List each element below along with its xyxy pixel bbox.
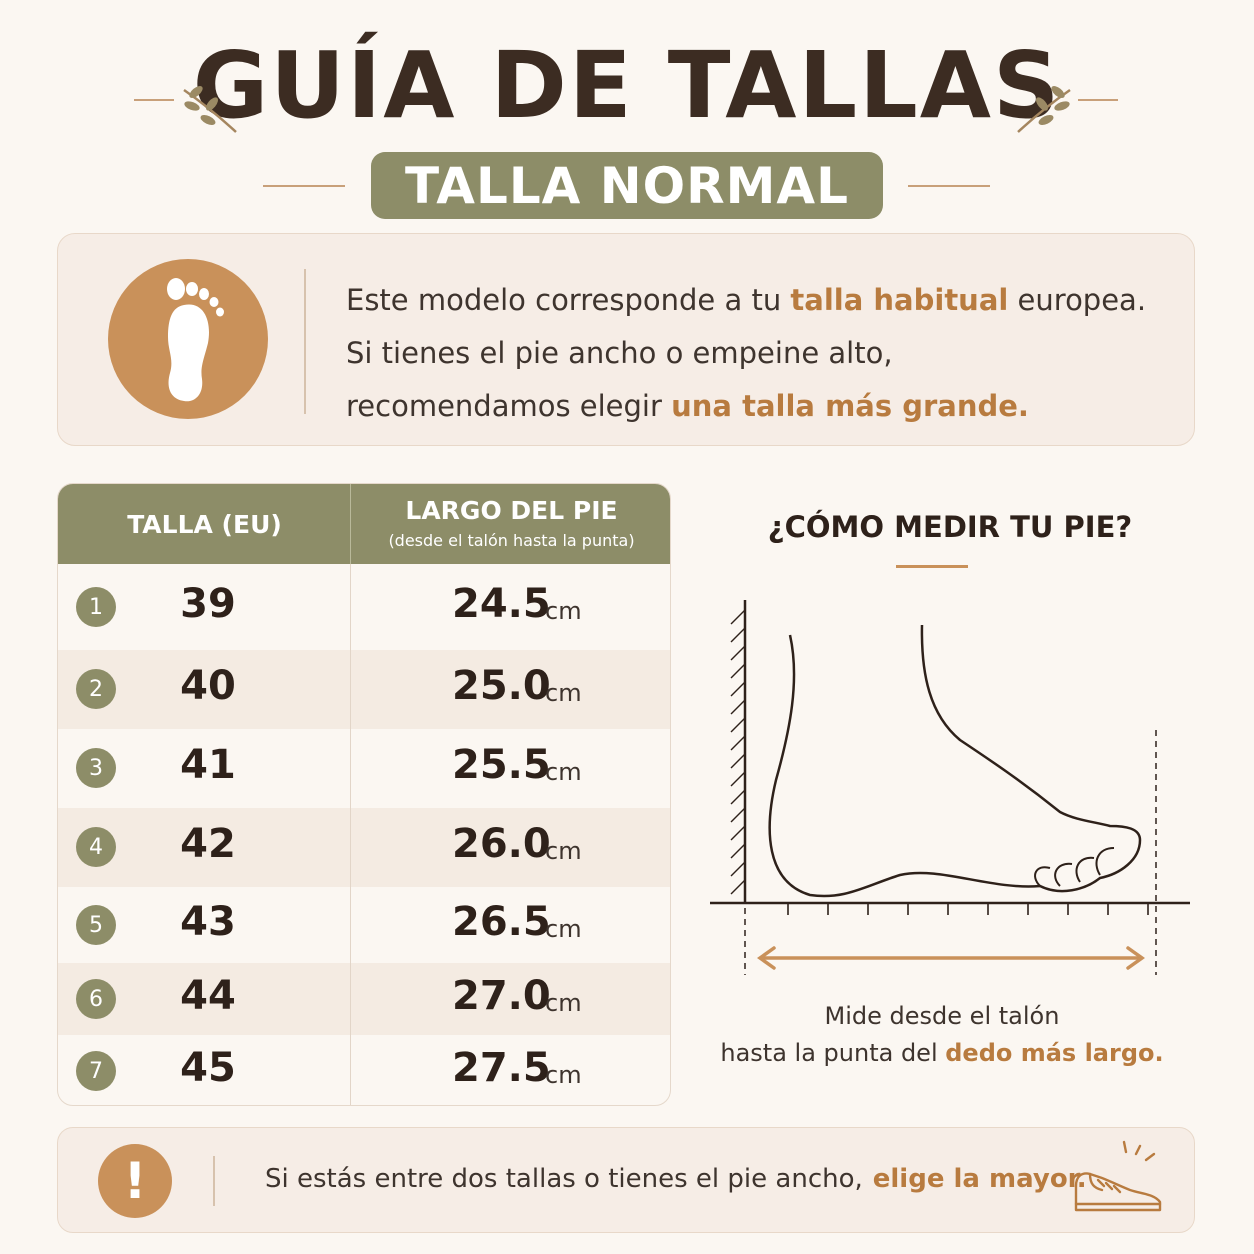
foot-outline-icon xyxy=(768,624,1142,898)
table-row: 5 43 26.5 cm xyxy=(58,887,670,963)
column-divider xyxy=(350,564,351,1105)
intro-box: Este modelo corresponde a tu talla habit… xyxy=(57,233,1195,446)
table-row: 1 39 24.5 cm xyxy=(58,564,670,650)
intro-highlight-habitual: talla habitual xyxy=(790,283,1009,317)
intro-line-3-start: recomendamos elegir xyxy=(346,389,672,423)
tip-text: Si estás entre dos tallas o tienes el pi… xyxy=(265,1164,1087,1194)
header-length-label: LARGO DEL PIE xyxy=(405,496,618,525)
intro-line-1: Este modelo corresponde a tu talla habit… xyxy=(346,274,1166,327)
caption-line-2-start: hasta la punta del xyxy=(720,1039,946,1067)
measure-arrow-icon xyxy=(756,946,1146,970)
row-size: 42 xyxy=(180,821,236,867)
tip-box: ! Si estás entre dos tallas o tienes el … xyxy=(57,1127,1195,1233)
row-number: 7 xyxy=(76,1051,116,1091)
row-size: 40 xyxy=(180,663,236,709)
row-length: 27.0 xyxy=(452,973,551,1019)
size-table: TALLA (EU) LARGO DEL PIE (desde el talón… xyxy=(57,483,671,1106)
row-length: 25.5 xyxy=(452,742,551,788)
row-number: 6 xyxy=(76,979,116,1019)
tip-text-main: Si estás entre dos tallas o tienes el pi… xyxy=(265,1164,863,1194)
row-length: 26.5 xyxy=(452,899,551,945)
row-size: 39 xyxy=(180,581,236,627)
exclamation-icon: ! xyxy=(98,1144,172,1218)
header-divider xyxy=(350,484,351,564)
row-length: 27.5 xyxy=(452,1045,551,1091)
row-number: 5 xyxy=(76,905,116,945)
row-unit: cm xyxy=(545,679,582,707)
foot-measure-diagram xyxy=(710,600,1190,975)
wall-icon xyxy=(730,600,747,902)
row-unit: cm xyxy=(545,837,582,865)
footprint-icon xyxy=(108,259,268,419)
title-right-line xyxy=(1078,99,1118,101)
measure-title: ¿CÓMO MEDIR TU PIE? xyxy=(767,510,1133,544)
ruler-ticks xyxy=(787,903,1149,915)
header-size: TALLA (EU) xyxy=(127,509,282,539)
tip-divider xyxy=(213,1156,215,1206)
row-number: 1 xyxy=(76,587,116,627)
row-unit: cm xyxy=(545,915,582,943)
row-unit: cm xyxy=(545,758,582,786)
sneaker-icon xyxy=(1074,1140,1162,1212)
intro-text: Este modelo corresponde a tu talla habit… xyxy=(346,274,1166,433)
table-row: 4 42 26.0 cm xyxy=(58,808,670,887)
intro-divider xyxy=(304,269,306,414)
header-length: LARGO DEL PIE (desde el talón hasta la p… xyxy=(351,484,670,564)
header-length-sub: (desde el talón hasta la punta) xyxy=(388,531,635,550)
row-size: 43 xyxy=(180,899,236,945)
leaf-sprig-right-icon xyxy=(1017,86,1071,133)
tip-highlight: elige la mayor. xyxy=(872,1164,1087,1194)
measure-caption-line-2: hasta la punta del dedo más largo. xyxy=(700,1035,1184,1072)
badge-right-line xyxy=(908,185,990,187)
row-unit: cm xyxy=(545,989,582,1017)
row-unit: cm xyxy=(545,597,582,625)
measure-caption-line-1: Mide desde el talón xyxy=(824,1002,1060,1030)
intro-line-2: Si tienes el pie ancho o empeine alto, xyxy=(346,336,893,370)
page-title: GUÍA DE TALLAS xyxy=(192,32,1062,139)
row-size: 44 xyxy=(180,973,236,1019)
toes-icon xyxy=(1034,847,1115,887)
row-size: 41 xyxy=(180,742,236,788)
intro-line-1-start: Este modelo corresponde a tu xyxy=(346,283,791,317)
table-row: 6 44 27.0 cm xyxy=(58,963,670,1035)
intro-line-1-end: europea. xyxy=(1008,283,1147,317)
row-size: 45 xyxy=(180,1045,236,1091)
fit-badge: TALLA NORMAL xyxy=(371,152,883,219)
measure-title-underline xyxy=(896,565,968,568)
row-length: 26.0 xyxy=(452,821,551,867)
row-number: 2 xyxy=(76,669,116,709)
row-length: 25.0 xyxy=(452,663,551,709)
intro-highlight-bigger: una talla más grande. xyxy=(671,389,1029,423)
row-number: 3 xyxy=(76,748,116,788)
measure-caption: Mide desde el talón hasta la punta del d… xyxy=(700,998,1184,1072)
table-row: 2 40 25.0 cm xyxy=(58,650,670,729)
caption-highlight-longest-toe: dedo más largo. xyxy=(945,1039,1164,1067)
leaf-sprig-left-icon xyxy=(183,86,237,133)
table-header: TALLA (EU) LARGO DEL PIE (desde el talón… xyxy=(58,484,670,564)
badge-left-line xyxy=(263,185,345,187)
row-length: 24.5 xyxy=(452,581,551,627)
row-number: 4 xyxy=(76,827,116,867)
title-left-line xyxy=(134,99,174,101)
table-row: 3 41 25.5 cm xyxy=(58,729,670,808)
table-row: 7 45 27.5 cm xyxy=(58,1035,670,1105)
intro-line-3: recomendamos elegir una talla más grande… xyxy=(346,380,1166,433)
row-unit: cm xyxy=(545,1061,582,1089)
